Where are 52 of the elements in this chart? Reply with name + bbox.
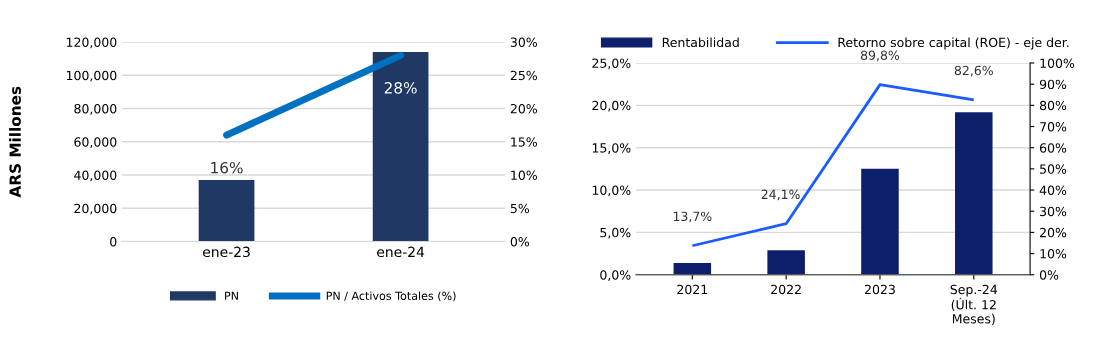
y2-tick-label: 100% — [1040, 58, 1075, 68]
y2-tick-label: 0% — [510, 236, 530, 247]
y2-tick-label: 40% — [1039, 185, 1067, 195]
bar — [861, 168, 899, 275]
y-tick-label: 40,000 — [74, 170, 117, 182]
y2-tick-label: 90% — [1039, 79, 1067, 90]
y-tick-label: 0,0% — [600, 270, 631, 281]
data-label: 24,1% — [761, 189, 800, 201]
y-tick-label: 20,0% — [592, 100, 631, 112]
x-tick-label: ene-23 — [203, 246, 250, 258]
y2-tick-label: 60% — [1039, 143, 1067, 153]
data-label: 89,8% — [860, 50, 900, 62]
y2-tick-label: 10% — [1040, 249, 1067, 259]
y-tick-label: 0 — [110, 236, 117, 247]
x-tick-label: ene-24 — [377, 246, 425, 258]
legend-label: Rentabilidad — [662, 37, 739, 48]
data-label: 82,6% — [954, 65, 993, 77]
y2-tick-label: 15% — [511, 137, 537, 147]
y-tick-label: 5,0% — [600, 227, 631, 239]
y-tick-label: 60,000 — [74, 137, 117, 148]
x-tick-label: Sep.-24 (Últ. 12 Meses) — [950, 284, 998, 325]
x-tick-label: 2021 — [677, 284, 708, 295]
y2-tick-label: 0% — [1039, 270, 1059, 280]
y-tick-label: 15,0% — [592, 143, 631, 154]
y2-tick-label: 10% — [511, 170, 537, 180]
y2-tick-label: 5% — [510, 203, 530, 214]
y-tick-label: 20,000 — [74, 203, 117, 215]
legend-label: Retorno sobre capital (ROE) - eje der. — [838, 37, 1069, 50]
data-label: 28% — [384, 82, 417, 94]
legend-label: PN — [225, 291, 238, 300]
y2-tick-label: 20% — [510, 103, 537, 114]
data-label: 16% — [211, 161, 243, 174]
y2-tick-label: 70% — [1040, 122, 1067, 132]
x-tick-label: 2022 — [771, 284, 801, 295]
data-label: 13,7% — [673, 211, 712, 223]
y-tick-label: 10,0% — [592, 185, 631, 197]
y-tick-label: 120,000 — [66, 37, 117, 49]
y2-tick-label: 20% — [1040, 227, 1067, 238]
y-axis-title: ARS Millones — [9, 86, 21, 198]
bar — [955, 112, 993, 275]
bar — [673, 262, 712, 275]
y2-tick-label: 50% — [1040, 164, 1067, 174]
y2-tick-label: 30% — [1040, 206, 1067, 217]
y2-tick-label: 30% — [510, 37, 537, 47]
x-tick-label: 2023 — [864, 284, 895, 295]
y2-tick-label: 80% — [1039, 100, 1067, 111]
y2-tick-label: 25% — [510, 70, 537, 81]
y-tick-label: 100,000 — [66, 70, 117, 82]
bar — [767, 250, 805, 275]
y-tick-label: 25,0% — [592, 58, 631, 70]
y-tick-label: 80,000 — [74, 103, 117, 115]
legend-label: PN / Activos Totales (%) — [326, 291, 456, 302]
